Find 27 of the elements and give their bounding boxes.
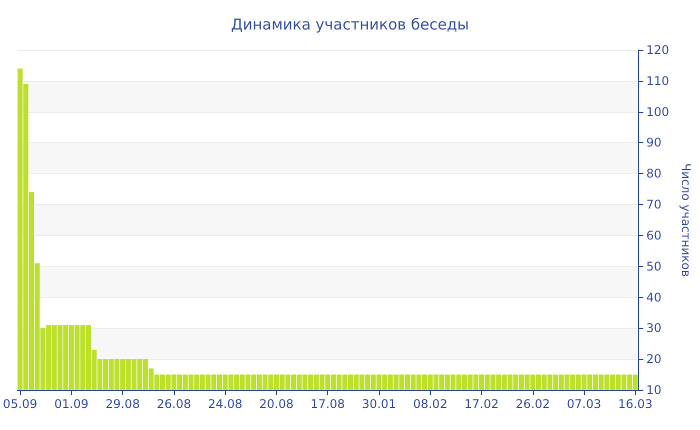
x-tick-label: 20.08 — [259, 397, 294, 411]
x-tick-label: 17.02 — [464, 397, 499, 411]
y-axis-title: Число участников — [679, 163, 693, 277]
x-tick-label: 24.08 — [208, 397, 242, 411]
x-tick-label: 01.09 — [54, 397, 89, 411]
x-tick-label: 26.08 — [156, 397, 192, 411]
y-tick-label: 40 — [646, 290, 662, 304]
y-tick-label: 60 — [646, 228, 662, 242]
y-tick-label: 50 — [646, 259, 662, 274]
y-tick-label: 80 — [646, 166, 662, 181]
x-tick-label: 26.02 — [516, 397, 550, 411]
y-tick-label: 30 — [646, 321, 662, 336]
y-tick-label: 90 — [646, 136, 662, 150]
y-tick-label: 70 — [646, 198, 662, 212]
y-tick-label: 110 — [646, 74, 670, 88]
y-tick-label: 100 — [646, 104, 670, 119]
x-tick-label: 30.01 — [362, 397, 396, 411]
x-tick-label: 07.03 — [566, 397, 602, 411]
y-tick-label: 10 — [646, 383, 662, 397]
x-tick-label: 16.03 — [618, 397, 653, 411]
chart-title: Динамика участников беседы — [230, 16, 470, 34]
y-tick-label: 20 — [646, 352, 662, 366]
x-tick-label: 17.08 — [310, 397, 345, 411]
x-tick-label: 08.02 — [413, 397, 448, 411]
x-tick-label: 29.08 — [105, 397, 140, 411]
x-tick-label: 05.09 — [2, 397, 38, 411]
y-tick-label: 120 — [646, 43, 670, 57]
